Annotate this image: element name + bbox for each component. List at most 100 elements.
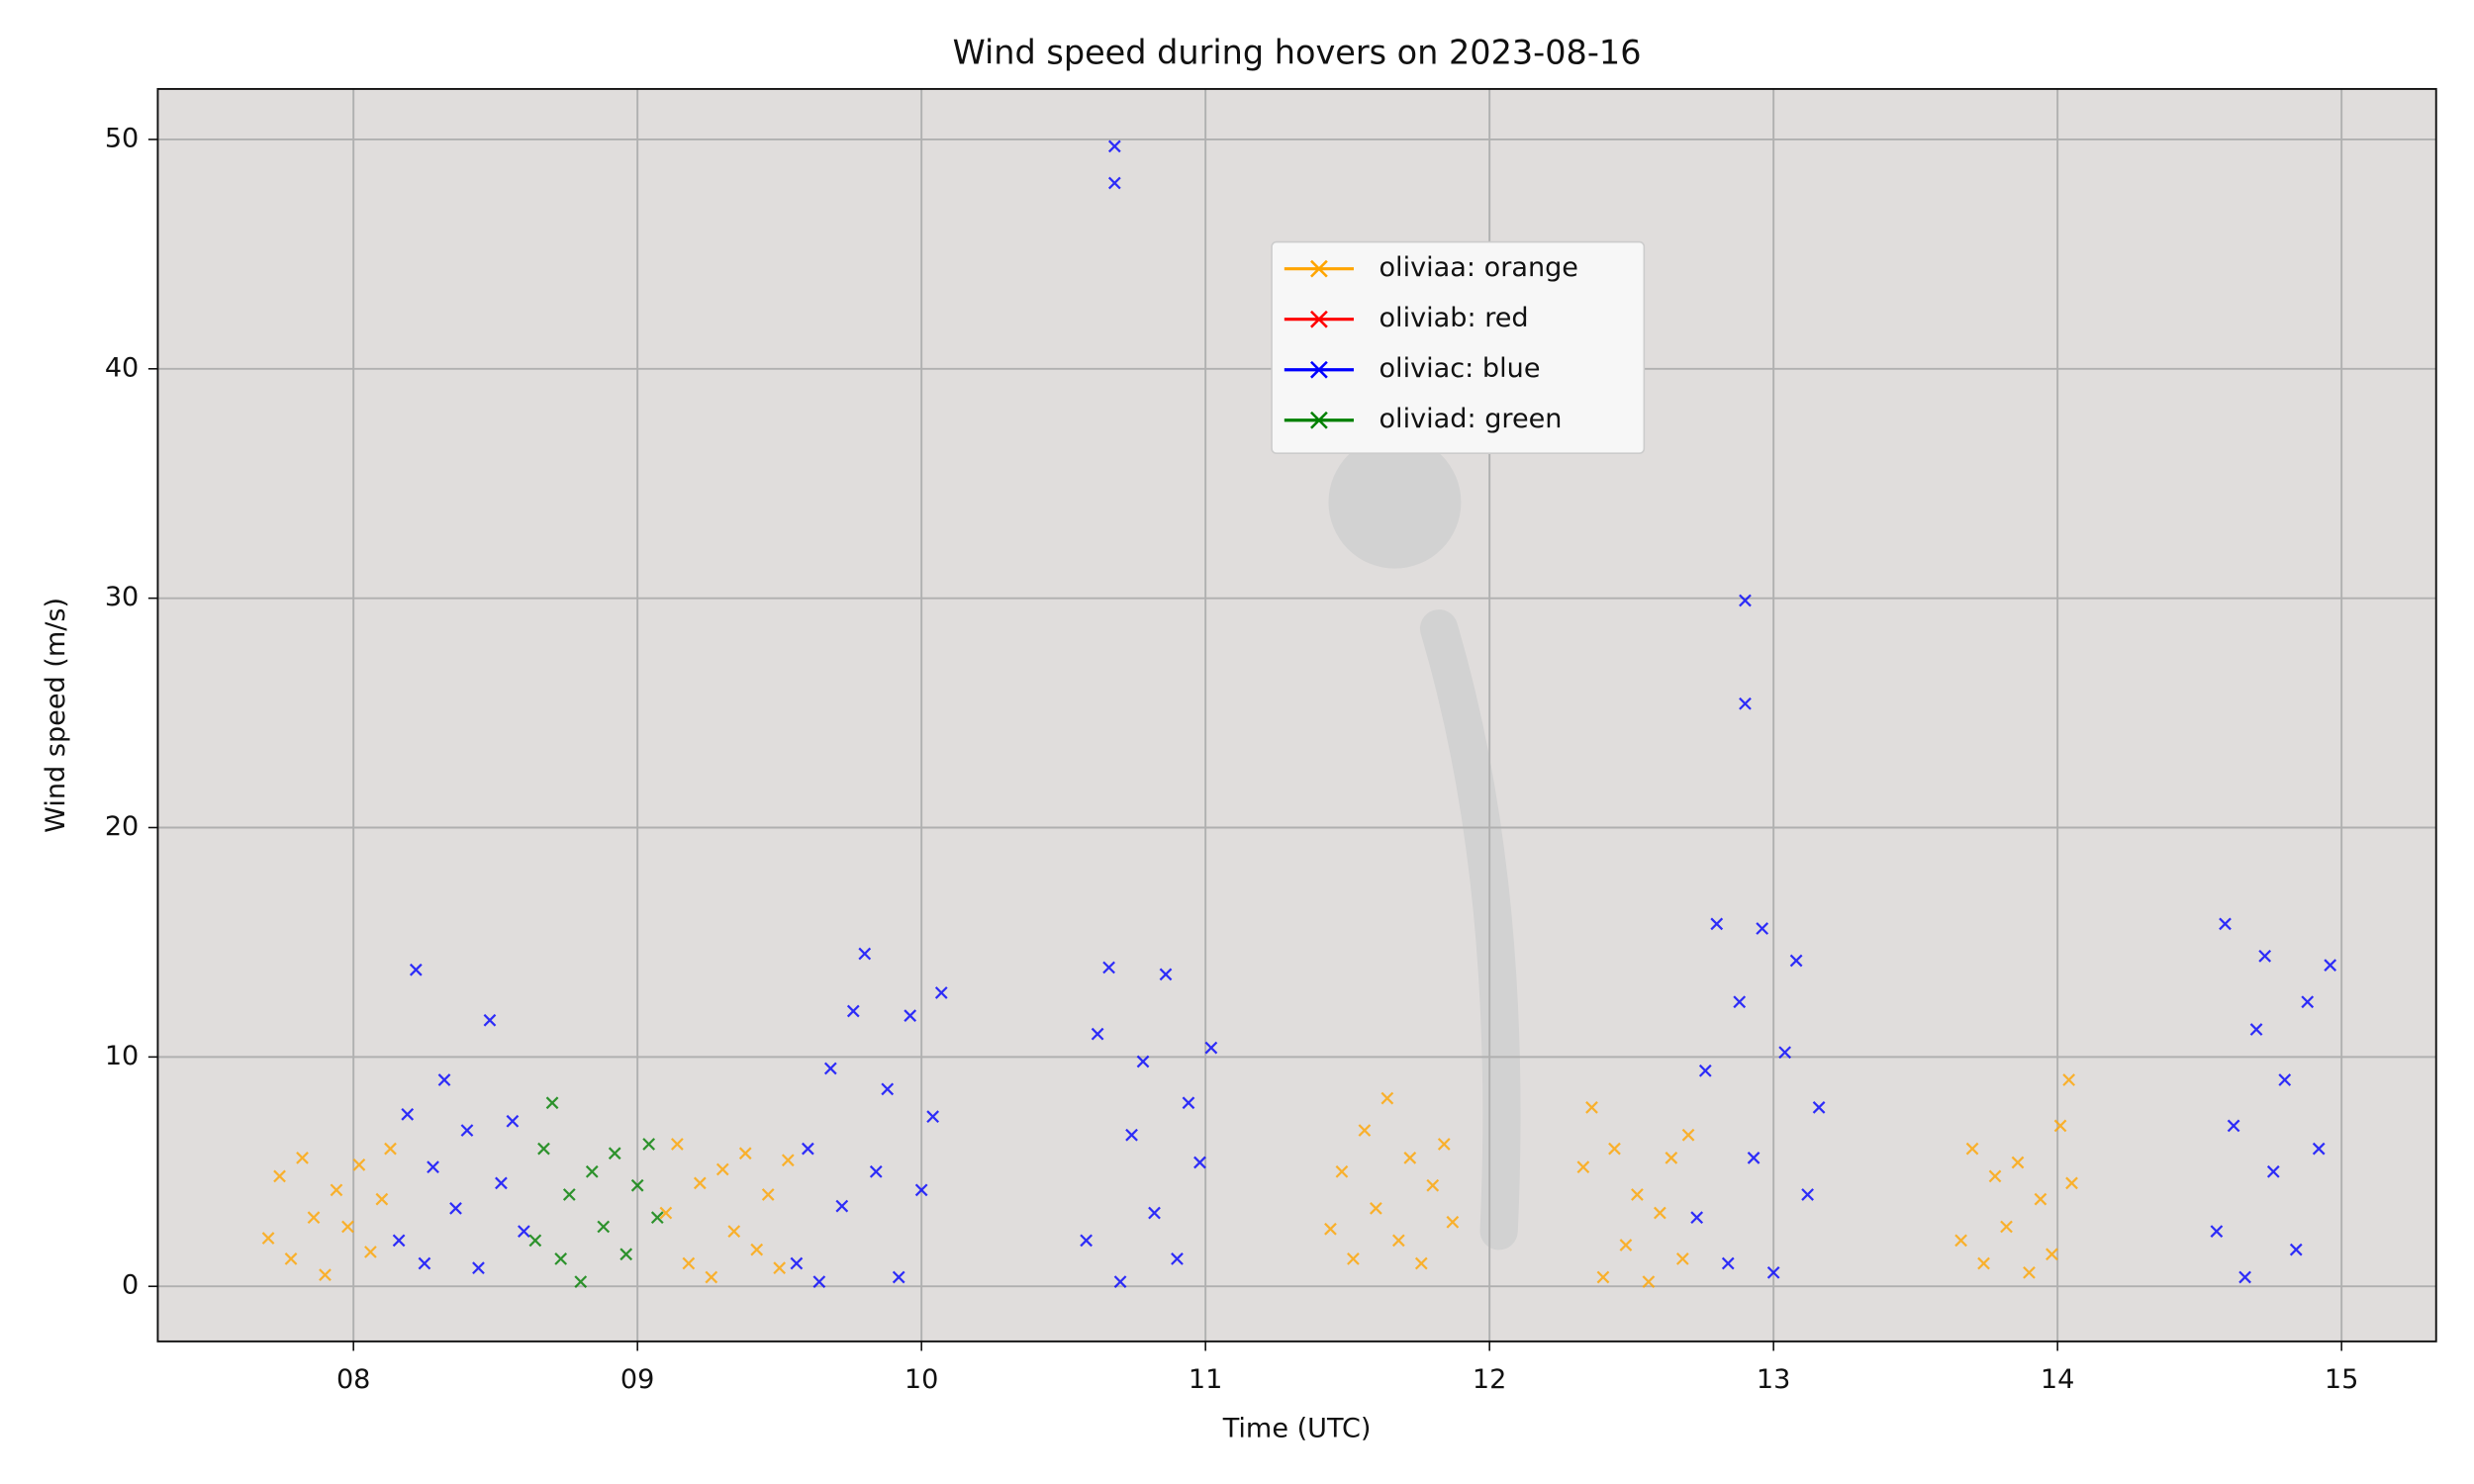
- point: [392, 1234, 406, 1248]
- point: [528, 1234, 542, 1248]
- y-tick-label: 50: [105, 123, 139, 153]
- point: [597, 1220, 611, 1234]
- point: [1954, 1234, 1967, 1248]
- point: [1654, 1206, 1666, 1220]
- point: [2011, 1156, 2025, 1169]
- y-tick-label: 0: [122, 1270, 139, 1301]
- x-tick-label: 11: [1189, 1364, 1222, 1395]
- point: [1576, 1160, 1590, 1174]
- point: [1675, 1252, 1689, 1265]
- x-tick-label: 12: [1473, 1364, 1506, 1395]
- point: [1642, 1275, 1656, 1288]
- point: [554, 1252, 568, 1265]
- point: [562, 1188, 576, 1201]
- point: [284, 1252, 298, 1265]
- point: [437, 1073, 451, 1086]
- point: [1159, 968, 1173, 981]
- plot-frame: [156, 87, 2437, 1343]
- x-axis-label: Time (UTC): [1222, 1414, 1372, 1444]
- point: [518, 1225, 530, 1238]
- x-tick-label: 15: [2325, 1364, 2358, 1395]
- point: [483, 1013, 497, 1027]
- point: [750, 1243, 764, 1256]
- x-tick-label: 14: [2041, 1364, 2074, 1395]
- point: [2210, 1225, 2224, 1238]
- point: [1801, 1188, 1814, 1201]
- point: [307, 1211, 321, 1225]
- point: [545, 1096, 559, 1110]
- point: [1596, 1270, 1610, 1284]
- y-tick-label: 40: [105, 352, 139, 383]
- x-tick-label: 10: [904, 1364, 938, 1395]
- point: [330, 1183, 343, 1197]
- point: [773, 1261, 787, 1275]
- point: [1437, 1138, 1451, 1151]
- point: [1721, 1256, 1735, 1270]
- point: [1789, 954, 1803, 968]
- point: [1358, 1124, 1372, 1137]
- point: [738, 1147, 752, 1160]
- point: [1766, 1265, 1780, 1279]
- legend-label: oliviac: blue: [1379, 353, 1540, 384]
- point: [608, 1147, 621, 1160]
- point: [1608, 1142, 1621, 1156]
- point: [1619, 1239, 1633, 1252]
- point: [1988, 1169, 2002, 1183]
- point: [619, 1248, 633, 1261]
- point: [341, 1220, 354, 1234]
- point: [1204, 1041, 1218, 1055]
- point: [409, 963, 423, 976]
- point: [1812, 1101, 1826, 1114]
- legend-label: oliviab: red: [1379, 303, 1528, 333]
- point: [1739, 594, 1752, 607]
- point: [506, 1114, 520, 1128]
- point: [1091, 1027, 1104, 1041]
- point: [904, 1009, 917, 1022]
- point: [1585, 1101, 1598, 1114]
- y-tick-label: 20: [105, 811, 139, 842]
- point: [1380, 1091, 1394, 1105]
- point: [1710, 917, 1724, 931]
- point: [427, 1160, 439, 1174]
- point: [823, 1062, 837, 1075]
- legend-label: oliviad: green: [1379, 404, 1562, 434]
- point: [418, 1256, 431, 1270]
- point: [1778, 1046, 1792, 1060]
- x-tick-label: 09: [620, 1364, 654, 1395]
- point: [2289, 1243, 2303, 1256]
- point: [2278, 1073, 2292, 1086]
- point: [1965, 1142, 1979, 1156]
- legend-marker: [1310, 310, 1328, 328]
- point: [2000, 1220, 2013, 1234]
- point: [2312, 1142, 2326, 1156]
- point: [1391, 1234, 1405, 1248]
- point: [296, 1152, 309, 1164]
- point: [1148, 1206, 1161, 1220]
- point: [449, 1202, 462, 1215]
- point: [261, 1232, 275, 1245]
- point: [460, 1124, 474, 1137]
- point: [585, 1164, 599, 1178]
- point: [682, 1256, 696, 1270]
- point: [2219, 917, 2232, 931]
- point: [1370, 1202, 1382, 1215]
- point: [2053, 1119, 2067, 1133]
- point: [1136, 1055, 1150, 1068]
- point: [2324, 959, 2337, 972]
- point: [1631, 1188, 1644, 1201]
- point: [1113, 1275, 1127, 1288]
- point: [1193, 1156, 1206, 1169]
- point: [319, 1268, 332, 1281]
- point: [1446, 1215, 1460, 1229]
- point: [1335, 1164, 1349, 1178]
- point: [846, 1004, 860, 1018]
- point: [1107, 139, 1121, 153]
- point: [1698, 1064, 1712, 1077]
- legend: [1271, 240, 1646, 455]
- point: [693, 1176, 707, 1190]
- point: [812, 1275, 826, 1288]
- point: [1107, 176, 1121, 190]
- point: [1324, 1222, 1337, 1236]
- point: [1977, 1256, 1990, 1270]
